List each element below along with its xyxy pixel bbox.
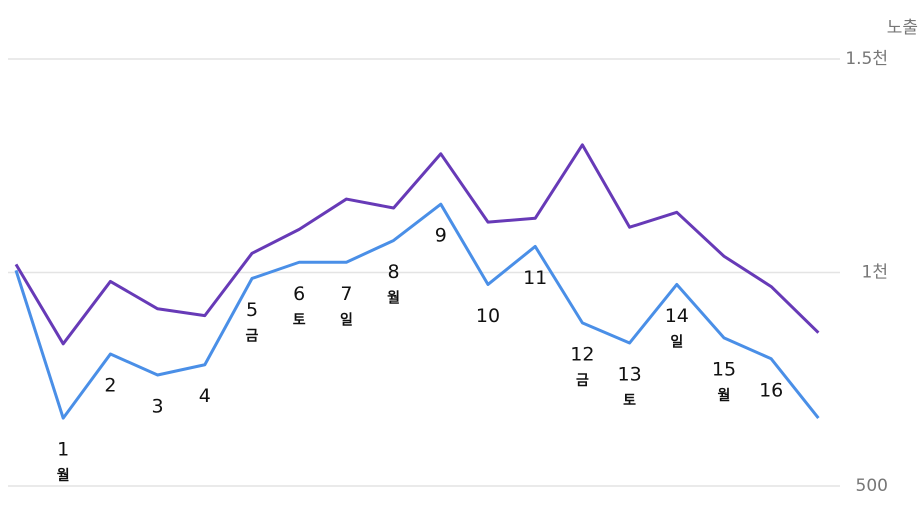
x-tick-label: 13 (618, 363, 642, 385)
weekday-label: 월 (57, 467, 70, 484)
x-tick-label: 16 (759, 379, 783, 401)
x-tick-label: 4 (199, 385, 211, 407)
weekday-label: 금 (246, 328, 259, 344)
weekday-label: 일 (340, 312, 353, 328)
series-line (14, 202, 820, 420)
weekday-label: 일 (670, 334, 683, 350)
x-tick-label: 5 (246, 299, 258, 321)
x-tick-label: 12 (570, 343, 594, 365)
x-tick-label: 6 (293, 283, 305, 305)
x-tick-label: 2 (104, 375, 116, 397)
y-tick-label: 1천 (862, 263, 888, 283)
x-tick-label: 14 (665, 305, 689, 327)
x-tick-label: 8 (388, 261, 400, 283)
x-tick-label: 1 (57, 439, 69, 461)
weekday-label: 월 (387, 289, 400, 306)
weekday-label: 토 (623, 393, 636, 409)
x-tick-label: 10 (476, 305, 500, 327)
weekday-label: 금 (576, 373, 589, 389)
y-tick-label: 1.5천 (845, 49, 888, 69)
y-axis-title: 노출 (887, 18, 918, 38)
series-line (14, 143, 820, 346)
x-tick-label: 7 (340, 283, 352, 305)
weekday-label: 월 (718, 387, 731, 404)
y-tick-label: 500 (856, 476, 888, 496)
x-tick-label: 11 (523, 267, 547, 289)
x-tick-label: 3 (152, 395, 164, 417)
weekday-label: 토 (293, 312, 306, 328)
x-tick-label: 15 (712, 358, 736, 380)
x-tick-label: 9 (435, 225, 447, 247)
